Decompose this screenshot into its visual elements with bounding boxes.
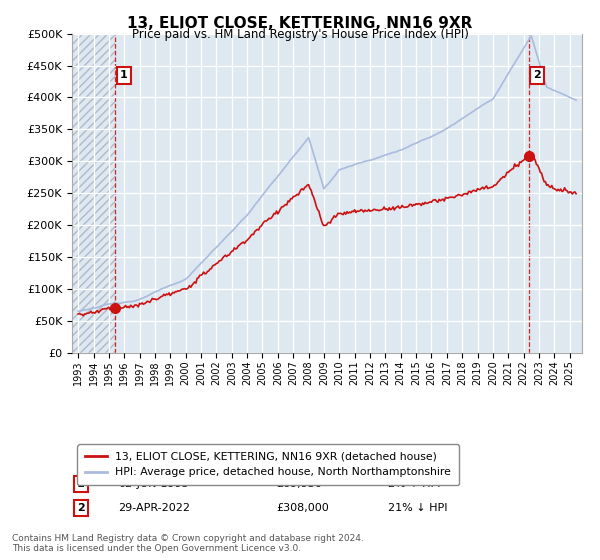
Text: 02-JUN-1995: 02-JUN-1995 bbox=[118, 479, 188, 489]
Text: 2% ↑ HPI: 2% ↑ HPI bbox=[388, 479, 440, 489]
Text: Price paid vs. HM Land Registry's House Price Index (HPI): Price paid vs. HM Land Registry's House … bbox=[131, 28, 469, 41]
Text: 1: 1 bbox=[120, 71, 128, 80]
Text: Contains HM Land Registry data © Crown copyright and database right 2024.
This d: Contains HM Land Registry data © Crown c… bbox=[12, 534, 364, 553]
Text: 2: 2 bbox=[533, 71, 541, 80]
Text: £69,950: £69,950 bbox=[276, 479, 322, 489]
Text: 1: 1 bbox=[77, 479, 85, 489]
Text: 21% ↓ HPI: 21% ↓ HPI bbox=[388, 503, 448, 512]
Text: £308,000: £308,000 bbox=[276, 503, 329, 512]
Legend: 13, ELIOT CLOSE, KETTERING, NN16 9XR (detached house), HPI: Average price, detac: 13, ELIOT CLOSE, KETTERING, NN16 9XR (de… bbox=[77, 445, 459, 485]
Bar bbox=[72, 34, 115, 353]
Text: 13, ELIOT CLOSE, KETTERING, NN16 9XR: 13, ELIOT CLOSE, KETTERING, NN16 9XR bbox=[127, 16, 473, 31]
Text: 2: 2 bbox=[77, 503, 85, 512]
Text: 29-APR-2022: 29-APR-2022 bbox=[118, 503, 190, 512]
